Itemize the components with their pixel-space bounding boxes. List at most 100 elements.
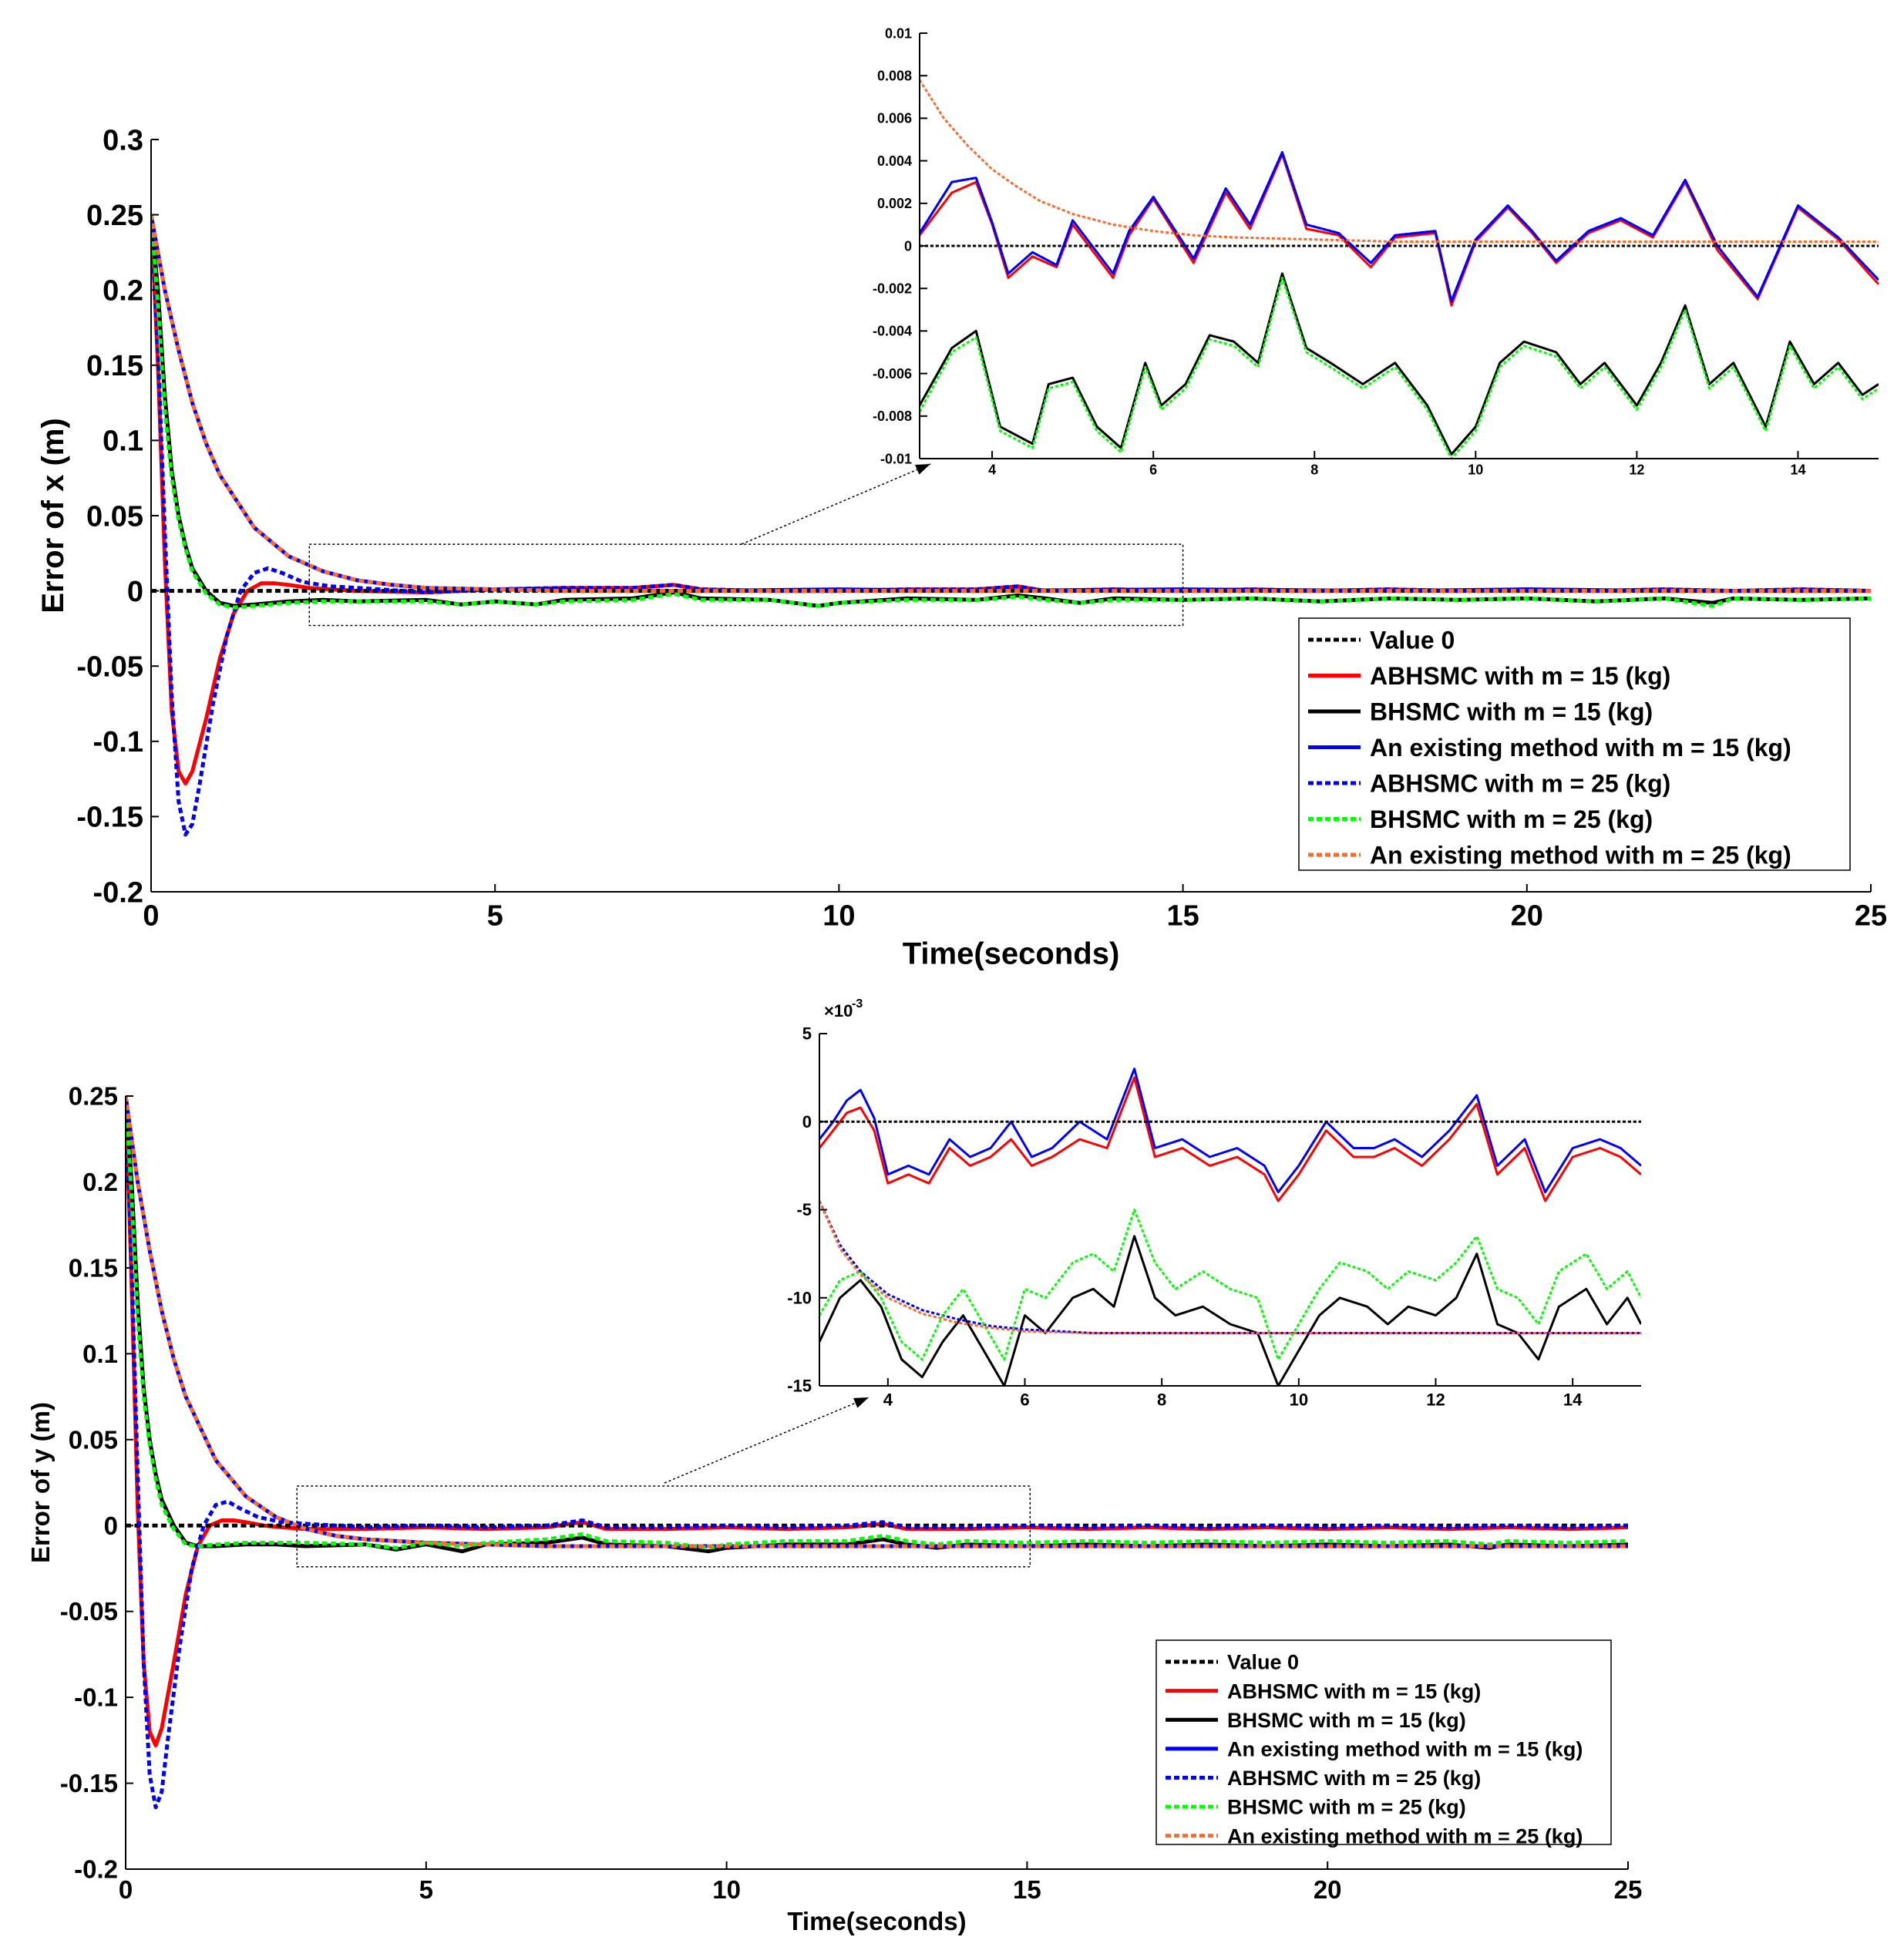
y-tick-label: 0.1 [103,425,143,458]
zoom-connector-top [741,463,931,545]
y-tick-label: -0.004 [873,324,912,339]
series-line-2 [819,1068,1641,1194]
y-tick-label: 0.1 [82,1340,118,1368]
zoom-box [296,1485,1031,1568]
x-tick-label: 6 [1020,1390,1029,1409]
series-line-5 [920,276,1879,459]
y-multiplier: ×10 [824,1001,853,1021]
x-tick-label: 4 [883,1390,893,1409]
y-tick-label: 0.2 [103,275,143,308]
y-tick-label: -5 [796,1200,812,1219]
y-tick-label: -0.006 [873,366,912,382]
x-tick-label: 5 [487,900,503,933]
x-tick-label: 6 [1149,462,1157,478]
legend-label: BHSMC with m = 15 (kg) [1227,1709,1466,1732]
legend-label: BHSMC with m = 25 (kg) [1370,805,1653,833]
series-line-6 [920,79,1879,243]
legend-label: ABHSMC with m = 25 (kg) [1370,770,1670,798]
y-tick-label: 0.01 [885,25,912,41]
y-tick-label: 0.25 [69,1082,118,1111]
legend-label: An existing method with m = 15 (kg) [1227,1738,1583,1761]
series-line-6 [819,1200,1641,1334]
x-axis-label: Time(seconds) [903,937,1120,971]
zoom-connector-top-head [915,464,930,475]
y-tick-label: 0 [904,238,912,254]
y-tick-label: -0.15 [60,1769,118,1797]
y-tick-label: -0.008 [873,409,912,424]
series-line-4 [920,272,1879,456]
series-line-4 [819,1235,1641,1386]
y-tick-label: 5 [802,1024,812,1044]
y-tick-label: 0.002 [877,196,912,211]
legend-label: Value 0 [1227,1651,1299,1674]
y-tick-label: -0.15 [76,802,143,834]
y-tick-label: -15 [787,1377,812,1396]
y-tick-label: 0.006 [877,111,912,126]
x-tick-label: 4 [988,462,996,478]
y-exponent: -3 [852,997,863,1010]
series-line-5 [819,1209,1641,1361]
x-tick-label: 10 [822,900,855,933]
legend-box [1156,1639,1612,1845]
x-axis-label: Time(seconds) [787,1907,966,1935]
y-tick-label: 0.15 [86,350,143,382]
y-tick-label: 0.25 [86,200,143,232]
series-line-3 [920,151,1879,303]
y-tick-label: -10 [787,1288,812,1307]
series-group [819,1068,1641,1386]
y-tick-label: 0.008 [877,69,912,84]
y-axis-label: Error of x (m) [36,418,70,613]
x-tick-label: 0 [119,1875,133,1904]
legend-label: BHSMC with m = 25 (kg) [1227,1796,1466,1819]
series-group [920,79,1879,459]
y-tick-label: 0.3 [103,124,143,156]
y-tick-label: -0.2 [93,876,143,909]
y-tick-label: -0.01 [880,451,912,466]
y-tick-label: -0.1 [93,726,143,758]
x-tick-label: 0 [143,900,159,933]
x-tick-label: 20 [1511,900,1543,933]
y-tick-label: 0.004 [877,153,912,169]
x-tick-label: 10 [1468,462,1483,478]
series-line-6 [126,1096,1628,1548]
panel-bottom-inset: 4 6 8 10 12 14 -15 -10 -5 0 5 ×10-3 [787,997,1641,1409]
x-tick-label: 12 [1629,462,1644,478]
legend: Value 0 ABHSMC with m = 15 (kg) BHSMC with… [1298,617,1851,871]
zoom-box [308,543,1184,627]
x-tick-label: 10 [1290,1390,1308,1409]
y-axis-label: Error of y (m) [26,1402,55,1563]
series-line-1 [819,1076,1641,1202]
x-tick-label: 12 [1426,1390,1445,1409]
y-tick-label: 0.05 [69,1425,118,1454]
y-tick-label: 0.05 [86,500,143,533]
x-tick-label: 10 [712,1875,741,1904]
legend-label: ABHSMC with m = 25 (kg) [1227,1767,1481,1790]
y-tick-label: 0 [802,1112,812,1131]
legend: Value 0 ABHSMC with m = 15 (kg) BHSMC with… [1156,1639,1612,1848]
y-tick-label: 0.2 [82,1168,118,1196]
y-tick-label: -0.002 [873,281,912,297]
legend-label: Value 0 [1370,627,1455,654]
x-tick-label: 14 [1790,462,1805,478]
y-tick-label: 0 [127,576,143,608]
x-tick-label: 8 [1157,1390,1166,1409]
series-group [126,1096,1628,1810]
legend-label: An existing method with m = 25 (kg) [1370,842,1791,869]
zoom-connector-bottom-head [853,1397,869,1408]
y-tick-label: -0.05 [76,651,143,684]
panel-top-inset: 4 6 8 10 12 14 -0.01 -0.008 -0.006 -0.004 -0.002 0 0… [873,25,1879,478]
y-tick-label: 0.15 [69,1253,118,1282]
x-tick-label: 8 [1310,462,1318,478]
legend-label: ABHSMC with m = 15 (kg) [1370,662,1670,690]
y-tick-label: -0.1 [74,1683,118,1712]
legend-label: BHSMC with m = 15 (kg) [1370,698,1653,726]
x-tick-label: 15 [1166,900,1199,933]
series-line-5 [126,1096,1628,1550]
legend-label: An existing method with m = 15 (kg) [1370,734,1791,762]
y-tick-label: -0.2 [74,1855,118,1884]
legend-label: ABHSMC with m = 15 (kg) [1227,1680,1481,1703]
series-line-5 [151,214,1871,610]
legend-box [1298,617,1851,871]
x-tick-label: 15 [1013,1875,1041,1904]
